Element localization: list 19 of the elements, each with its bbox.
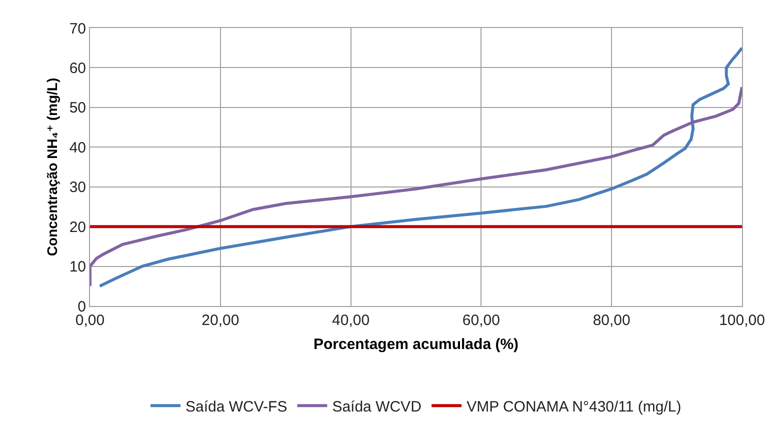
- y-tick-label: 30: [69, 179, 86, 196]
- legend-label: VMP CONAMA N°430/11 (mg/L): [466, 398, 682, 416]
- x-tick-label: 20,00: [202, 312, 240, 329]
- y-axis-title: Concentração NH₄⁺ (mg/L): [44, 78, 60, 256]
- y-tick-label: 10: [69, 258, 86, 276]
- y-tick-label: 60: [69, 60, 86, 77]
- y-tick-label: 70: [69, 20, 86, 38]
- y-tick-label: 50: [69, 100, 86, 117]
- y-tick-label: 40: [69, 139, 86, 156]
- line-series: [90, 86, 742, 288]
- y-tick-label: 20: [69, 218, 86, 236]
- x-axis-title: Porcentagem acumulada (%): [313, 336, 519, 353]
- x-tick-label: 100,00: [719, 312, 765, 329]
- legend-label: Saída WCV-FS: [186, 398, 288, 416]
- x-tick-label: 60,00: [462, 312, 500, 329]
- line-series: [98, 46, 742, 288]
- x-tick-label: 40,00: [332, 312, 370, 329]
- x-tick-label: 80,00: [592, 312, 630, 329]
- legend-label: Saída WCVD: [332, 398, 422, 416]
